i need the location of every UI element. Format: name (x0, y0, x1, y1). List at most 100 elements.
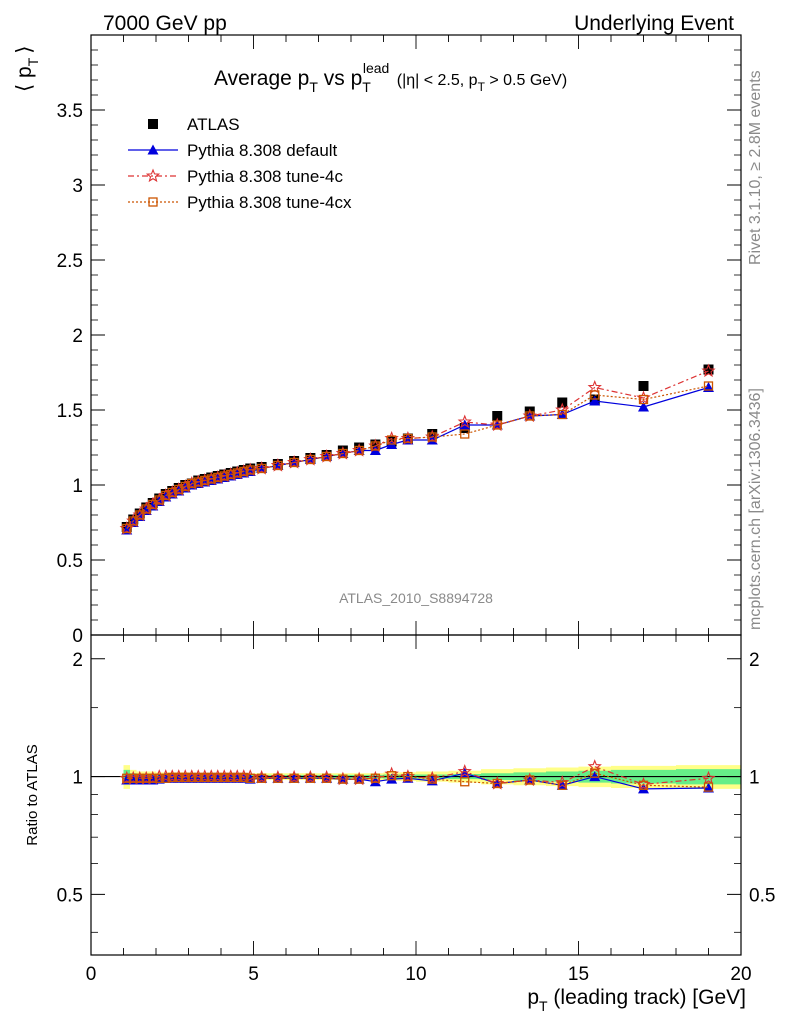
data-point (180, 481, 190, 492)
ratio-series-line (126, 772, 709, 788)
ratio-point (245, 773, 255, 783)
data-point (321, 451, 332, 462)
ratio-point (638, 780, 649, 790)
main-title: Average pT vs pTlead (|η| < 2.5, pT > 0.… (214, 60, 567, 95)
xlabel-b: (leading track) [GeV] (548, 986, 746, 1009)
data-point (167, 487, 177, 498)
ratio-point (370, 773, 381, 783)
ratio-point (338, 774, 348, 784)
xtick-label: 5 (248, 964, 259, 985)
main-ytick-label: 0 (72, 626, 83, 647)
ratio-point (232, 772, 242, 783)
main-ytick-label: 0.5 (57, 551, 83, 572)
ratio-series-open-square (122, 768, 714, 792)
ratio-point (590, 768, 600, 778)
ratio-panel-ticks: 0.5 0.51 12 20 5 10 15 20 (57, 635, 775, 985)
data-point (187, 478, 197, 489)
ratio-panel-frame (90, 634, 742, 956)
data-point (135, 510, 145, 520)
ratio-point (154, 773, 164, 783)
data-point (457, 414, 472, 429)
data-point (122, 523, 132, 534)
series-line (126, 385, 709, 529)
ratio-ylabel: Ratio to ATLAS (24, 744, 41, 845)
ylabel-open: ⟨ p (13, 66, 36, 92)
legend-label: Pythia 8.308 tune-4cx (187, 193, 352, 212)
ratio-point (427, 774, 437, 784)
data-point (256, 463, 267, 474)
ratio-point (557, 780, 567, 790)
ratio-point (135, 773, 145, 783)
ratio-point (273, 773, 283, 783)
ratio-ytick-label-right: 1 (749, 768, 760, 789)
ratio-point (128, 773, 138, 783)
data-point (638, 381, 649, 391)
main-ytick-label: 2.5 (57, 251, 83, 272)
ylabel-sub: T (25, 57, 41, 66)
ratio-point (403, 771, 413, 782)
ratio-point (386, 773, 398, 784)
legend-entry: Pythia 8.308 tune-4cx (128, 193, 352, 212)
ratio-point (256, 773, 267, 783)
ratio-point (492, 778, 502, 789)
ratio-point (200, 772, 210, 783)
ratio-point (167, 772, 177, 783)
ratio-point (460, 777, 470, 787)
data-point (354, 445, 364, 456)
data-point (587, 379, 602, 394)
ratio-point (305, 773, 316, 783)
main-ytick-label: 3 (72, 176, 83, 197)
ratio-point (219, 772, 229, 783)
ratio-point (386, 771, 397, 781)
ratio-point (187, 772, 197, 783)
legend-label: Pythia 8.308 tune-4c (187, 167, 343, 186)
legend-entry: ATLAS (148, 115, 240, 134)
data-point (245, 465, 255, 475)
legend-marker (148, 197, 158, 207)
xtick-label: 10 (405, 964, 426, 985)
analysis-watermark: ATLAS_2010_S8894728 (339, 590, 493, 606)
ratio-panel-series (119, 759, 716, 794)
data-point (161, 490, 171, 501)
ratio-point (638, 783, 649, 794)
ratio-point (174, 772, 184, 783)
data-point (590, 390, 600, 400)
legend-entry: Pythia 8.308 default (128, 141, 338, 160)
main-ylabel: ⟨ pT ⟩ (13, 46, 41, 92)
main-ytick-label: 3.5 (57, 101, 83, 122)
main-panel-ticks: 0 0.5 1 1.5 2 2.5 3 3.5 (57, 35, 742, 647)
legend-marker (145, 168, 161, 183)
ratio-point (703, 782, 714, 792)
ratio-point (354, 774, 364, 784)
data-point (638, 394, 649, 405)
ratio-point (213, 772, 223, 783)
title-part-a: Average p (214, 67, 309, 90)
data-point (338, 448, 348, 459)
data-point (557, 409, 567, 420)
ratio-ytick-label: 2 (72, 650, 83, 671)
ratio-ytick-label-right: 2 (749, 650, 760, 671)
data-point (193, 477, 203, 487)
data-point (200, 475, 210, 486)
data-point (226, 469, 236, 480)
ratio-ytick-label-right: 0.5 (749, 885, 775, 906)
data-point (305, 454, 316, 465)
title-sub-b: T (362, 79, 371, 95)
data-point (273, 460, 283, 471)
legend: ATLAS Pythia 8.308 default Pythia 8.308 tu… (128, 115, 352, 212)
data-point (427, 432, 437, 442)
data-point (638, 401, 649, 412)
ylabel-close: ⟩ (13, 46, 36, 54)
main-ytick-label: 1 (72, 476, 83, 497)
mcplots-label: mcplots.cern.ch [arXiv:1306.3436] (747, 388, 764, 630)
rivet-label: Rivet 3.1.10, ≥ 2.8M events (747, 70, 764, 265)
data-point (525, 411, 535, 421)
ratio-point (701, 770, 716, 785)
data-point (492, 411, 503, 421)
title-sub-a: T (309, 79, 318, 95)
xtick-label: 0 (86, 964, 97, 985)
xlabel-a: p (527, 986, 539, 1009)
ratio-point (703, 782, 714, 793)
